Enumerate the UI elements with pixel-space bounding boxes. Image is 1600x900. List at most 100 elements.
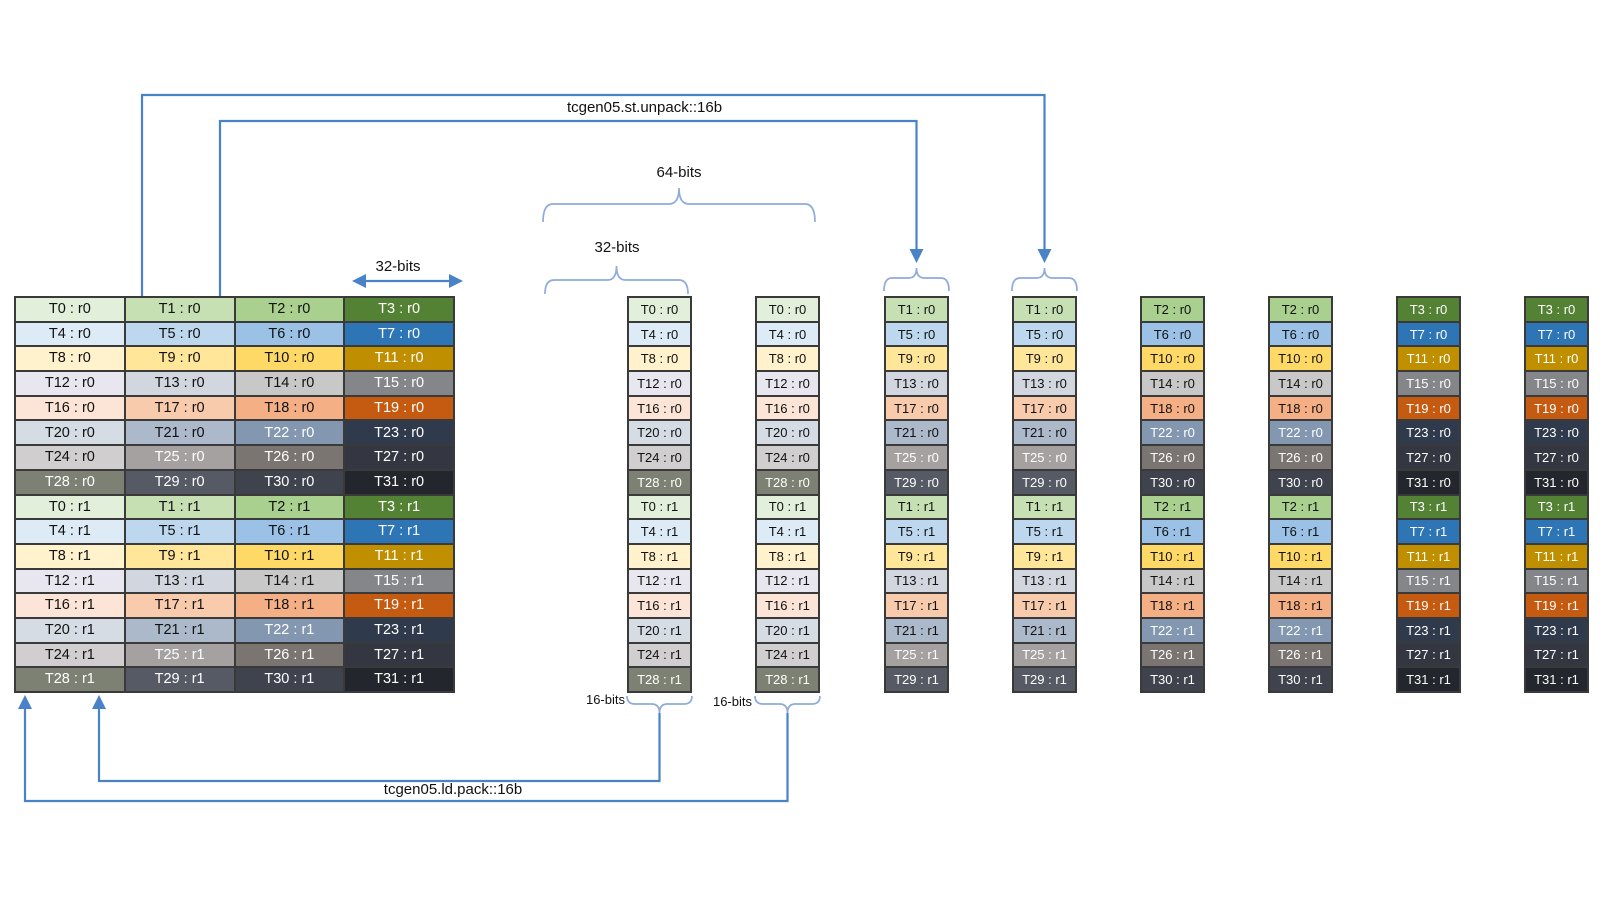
tmem-cell: T1 : r1 — [125, 495, 234, 519]
register-cell: T24 : r1 — [629, 643, 690, 667]
register-cell: T31 : r0 — [1398, 470, 1459, 494]
register-cell: T28 : r1 — [629, 668, 690, 691]
tmem-cell: T26 : r1 — [235, 643, 344, 667]
register-cell: T8 : r1 — [757, 544, 818, 568]
bits32-tmem-label: 32-bits — [375, 258, 421, 275]
register-cell: T12 : r1 — [629, 569, 690, 593]
tmem-cell: T30 : r1 — [235, 668, 344, 691]
register-cell: T8 : r0 — [757, 347, 818, 371]
register-cell: T4 : r1 — [757, 520, 818, 543]
register-cell: T16 : r1 — [757, 594, 818, 617]
tmem-cell: T18 : r1 — [235, 594, 344, 617]
register-cell: T24 : r0 — [757, 446, 818, 469]
tmem-32bits-arrowhead-left — [352, 274, 366, 288]
register-cell: T24 : r0 — [629, 446, 690, 469]
register-cell: T8 : r1 — [629, 544, 690, 568]
tmem-cell: T12 : r0 — [16, 372, 124, 395]
register-cell: T7 : r0 — [1526, 322, 1587, 346]
register-cell: T20 : r0 — [757, 421, 818, 445]
register-cell: T31 : r0 — [1526, 470, 1587, 494]
ld-pack-arrowhead-inner — [92, 695, 106, 709]
register-cell: T6 : r1 — [1270, 520, 1331, 543]
register-cell: T22 : r1 — [1142, 618, 1203, 642]
register-cell: T5 : r1 — [886, 520, 947, 543]
register-cell: T1 : r0 — [886, 298, 947, 321]
tmem-cell: T13 : r0 — [125, 372, 234, 395]
tmem-cell: T22 : r1 — [235, 618, 344, 642]
register-cell: T10 : r0 — [1270, 347, 1331, 371]
register-cell: T25 : r1 — [886, 643, 947, 667]
brace-unpack-column-a — [883, 267, 950, 292]
register-cell: T6 : r1 — [1142, 520, 1203, 543]
bits16-label-a: 16-bits — [585, 692, 625, 707]
tmem-cell: T5 : r0 — [125, 322, 234, 346]
register-cell: T4 : r1 — [629, 520, 690, 543]
tmem-32bits-arrowhead-right — [449, 274, 463, 288]
tmem-cell: T16 : r0 — [16, 396, 124, 420]
tmem-cell: T4 : r1 — [16, 520, 124, 543]
st-unpack-arrowhead-outer — [1037, 249, 1052, 263]
register-cell: T2 : r1 — [1270, 495, 1331, 519]
ld-pack-arrowhead-outer — [18, 695, 32, 709]
register-cell: T13 : r1 — [1014, 569, 1075, 593]
register-cell: T2 : r0 — [1270, 298, 1331, 321]
tmem-cell: T23 : r1 — [345, 618, 453, 642]
register-cell: T1 : r0 — [1014, 298, 1075, 321]
register-cell: T9 : r1 — [1014, 544, 1075, 568]
register-cell: T2 : r0 — [1142, 298, 1203, 321]
register-column-2: T0 : r0 T4 : r0 T8 : r0 T12 : r0 T16 : r0 T20… — [755, 296, 820, 693]
tmem-cell: T8 : r0 — [16, 347, 124, 371]
brace-16bits-b — [754, 695, 821, 714]
register-cell: T5 : r1 — [1014, 520, 1075, 543]
bits32-registers-label: 32-bits — [594, 239, 640, 256]
register-cell: T12 : r0 — [629, 372, 690, 395]
register-cell: T26 : r0 — [1142, 446, 1203, 469]
tmem-cell: T5 : r1 — [125, 520, 234, 543]
tmem-cell: T17 : r1 — [125, 594, 234, 617]
register-cell: T17 : r1 — [886, 594, 947, 617]
register-cell: T18 : r1 — [1270, 594, 1331, 617]
tmem-cell: T29 : r1 — [125, 668, 234, 691]
register-cell: T3 : r0 — [1526, 298, 1587, 321]
register-cell: T13 : r0 — [886, 372, 947, 395]
tmem-cell: T21 : r1 — [125, 618, 234, 642]
register-cell: T30 : r1 — [1142, 668, 1203, 691]
register-cell: T12 : r0 — [757, 372, 818, 395]
register-cell: T20 : r1 — [629, 618, 690, 642]
tmem-cell: T2 : r0 — [235, 298, 344, 321]
register-cell: T9 : r1 — [886, 544, 947, 568]
register-cell: T25 : r1 — [1014, 643, 1075, 667]
st-unpack-connector-inner — [218, 119, 918, 296]
st-unpack-connector-outer — [140, 93, 1046, 296]
st-unpack-arrowhead-inner — [909, 249, 924, 263]
tmem-cell: T26 : r0 — [235, 446, 344, 469]
register-cell: T29 : r0 — [886, 470, 947, 494]
register-cell: T27 : r0 — [1526, 446, 1587, 469]
tmem-cell: T20 : r1 — [16, 618, 124, 642]
tmem-cell: T15 : r1 — [345, 569, 453, 593]
tmem-cell: T22 : r0 — [235, 421, 344, 445]
register-cell: T23 : r0 — [1526, 421, 1587, 445]
tmem-cell: T11 : r1 — [345, 544, 453, 568]
tmem-cell: T10 : r1 — [235, 544, 344, 568]
tmem-cell: T1 : r0 — [125, 298, 234, 321]
tmem-cell: T17 : r0 — [125, 396, 234, 420]
register-column-1: T0 : r0 T4 : r0 T8 : r0 T12 : r0 T16 : r0 T20… — [627, 296, 692, 693]
register-cell: T15 : r0 — [1526, 372, 1587, 395]
tmem-cell: T8 : r1 — [16, 544, 124, 568]
ld-pack-connector-inner — [97, 709, 661, 783]
tmem-cell: T31 : r1 — [345, 668, 453, 691]
register-cell: T6 : r0 — [1142, 322, 1203, 346]
register-cell: T29 : r0 — [1014, 470, 1075, 494]
register-cell: T17 : r0 — [886, 396, 947, 420]
register-cell: T11 : r1 — [1398, 544, 1459, 568]
register-cell: T10 : r0 — [1142, 347, 1203, 371]
register-cell: T27 : r1 — [1398, 643, 1459, 667]
tmem-cell: T30 : r0 — [235, 470, 344, 494]
register-cell: T6 : r0 — [1270, 322, 1331, 346]
register-cell: T16 : r1 — [629, 594, 690, 617]
register-cell: T4 : r0 — [757, 322, 818, 346]
st-unpack-label: tcgen05.st.unpack::16b — [566, 99, 723, 116]
register-cell: T22 : r0 — [1142, 421, 1203, 445]
